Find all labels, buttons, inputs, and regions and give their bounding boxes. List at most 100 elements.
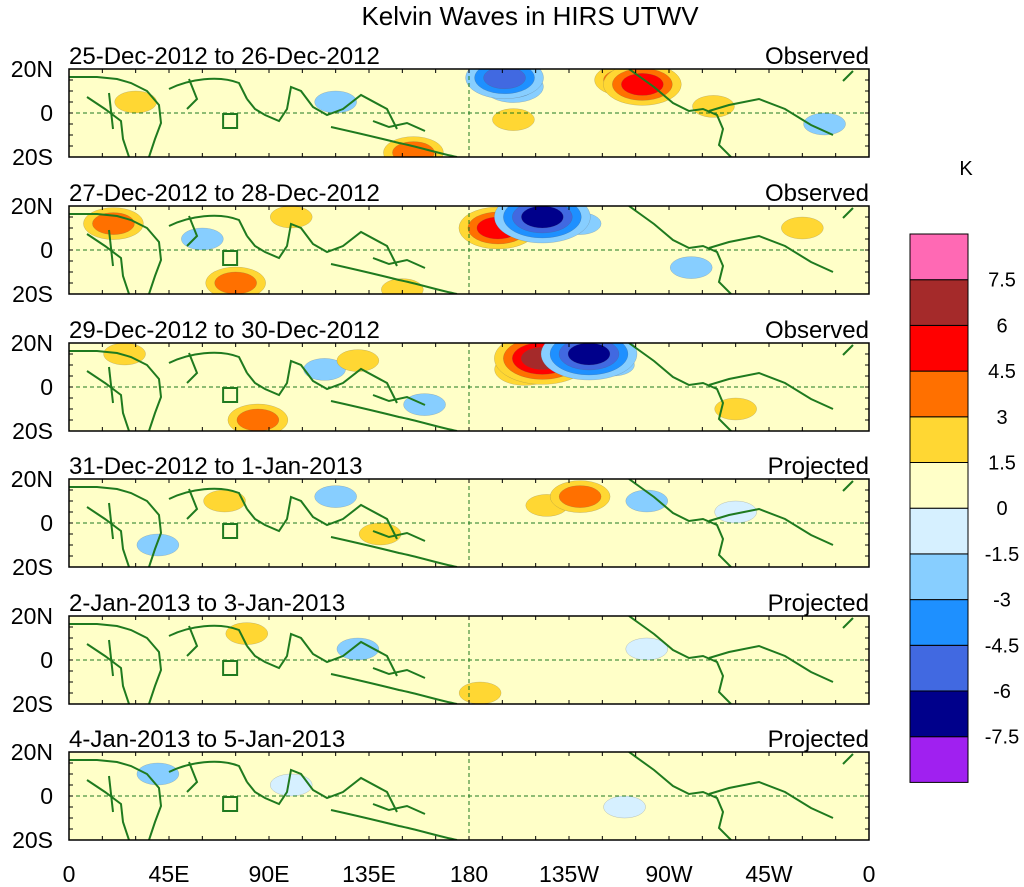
panel-status: Projected	[768, 453, 869, 480]
y-tick-label: 20N	[11, 466, 53, 492]
coastline	[628, 752, 732, 840]
coastline	[330, 673, 458, 704]
coastline	[69, 759, 163, 840]
coastline	[372, 394, 426, 406]
colorbar-label: -1.5	[985, 544, 1019, 566]
panel-6: 20N 0 20S 4-Jan-2013 to 5-Jan-2013 Projected	[11, 726, 870, 853]
y-tick-label: 0	[40, 783, 53, 809]
coastline	[186, 488, 199, 520]
colorbar-label: 0	[996, 498, 1007, 520]
coastline	[628, 69, 732, 157]
y-tick-label: 20S	[12, 144, 53, 170]
coastline	[330, 809, 458, 840]
coastline	[842, 344, 854, 356]
coastline	[330, 536, 458, 567]
coastline	[372, 803, 426, 815]
anomaly-contour	[803, 112, 846, 136]
coastline	[186, 352, 199, 384]
panel-status: Observed	[765, 180, 869, 207]
colorbar-label: -4.5	[985, 635, 1019, 657]
anomaly-contour	[669, 256, 713, 279]
coastline	[86, 96, 130, 157]
panel-status: Observed	[765, 317, 869, 344]
colorbar-swatch	[909, 599, 969, 646]
anomaly-contour	[314, 90, 357, 114]
panel-1: 20N 0 20S 25-Dec-2012 to 26-Dec-2012 Observe…	[11, 43, 870, 170]
reference-box	[222, 796, 239, 812]
reference-box	[222, 250, 239, 266]
colorbar-label: 6	[996, 315, 1007, 337]
coastline	[372, 257, 426, 269]
x-tick-label: 0	[63, 861, 76, 887]
coastline	[69, 486, 163, 567]
coastline	[108, 92, 114, 130]
anomaly-contour	[181, 227, 224, 251]
coastline	[842, 617, 854, 629]
colorbar-swatch	[909, 324, 969, 372]
coastline	[168, 351, 248, 374]
coastline	[628, 479, 732, 567]
colorbar-swatch	[909, 736, 969, 783]
coastline	[246, 359, 398, 404]
coastline	[86, 233, 130, 294]
x-tick-label: 135W	[539, 861, 599, 887]
y-tick-label: 20N	[11, 603, 53, 629]
panel-4: 20N 0 20S 31-Dec-2012 to 1-Jan-2013 Projecte…	[11, 453, 870, 580]
anomaly-contour	[621, 73, 664, 96]
coastline	[246, 495, 398, 540]
coastline	[708, 234, 834, 273]
panels: 20N 0 20S 25-Dec-2012 to 26-Dec-2012 Observe…	[11, 43, 870, 853]
anomaly-contour	[458, 681, 502, 704]
coastline	[628, 206, 732, 294]
anomaly-field	[114, 69, 846, 157]
y-tick-label: 20S	[12, 554, 53, 580]
coastline	[628, 616, 732, 704]
coastline	[842, 480, 854, 492]
y-tick-label: 0	[40, 510, 53, 536]
reference-box	[222, 113, 239, 129]
coastline	[372, 667, 426, 679]
colorbar-swatch	[909, 462, 969, 509]
coastline	[108, 639, 114, 677]
coastline	[108, 502, 114, 540]
coastlines	[69, 343, 854, 431]
panel-status: Observed	[765, 43, 869, 70]
coastline	[69, 623, 163, 704]
panel-2: 20N 0 20S 27-Dec-2012 to 28-Dec-2012 Observe…	[11, 180, 870, 307]
colorbar-label: -3	[993, 590, 1011, 612]
anomaly-contour	[136, 533, 180, 557]
colorbar-label: 1.5	[988, 453, 1016, 475]
anomaly-field	[103, 343, 757, 431]
coastline	[708, 644, 834, 683]
coastline	[628, 343, 732, 431]
coastline	[69, 213, 163, 294]
coastline	[708, 97, 834, 136]
coastline	[842, 207, 854, 219]
coastline	[372, 530, 426, 542]
x-tick-label: 45W	[745, 861, 793, 887]
anomaly-contour	[603, 795, 646, 819]
anomaly-contour	[225, 622, 269, 645]
anomaly-contour	[236, 408, 280, 431]
y-tick-label: 0	[40, 100, 53, 126]
colorbar-label: 7.5	[988, 270, 1016, 292]
x-tick-label: 45E	[149, 861, 190, 887]
anomaly-contour	[392, 141, 435, 157]
coastlines	[69, 206, 854, 294]
anomaly-contour	[714, 500, 757, 524]
colorbar-swatch	[909, 370, 969, 418]
anomaly-contour	[692, 95, 735, 118]
anomaly-contour	[381, 278, 424, 294]
y-tick-label: 20S	[12, 418, 53, 444]
coastline	[186, 215, 199, 247]
colorbar-label: -7.5	[985, 727, 1019, 749]
x-tick-label: 180	[450, 861, 488, 887]
coastline	[86, 643, 130, 704]
y-tick-label: 20S	[12, 827, 53, 853]
panel-date-range: 2-Jan-2013 to 3-Jan-2013	[69, 590, 345, 617]
coastline	[372, 120, 426, 132]
reference-box	[222, 523, 239, 539]
colorbar-label: -6	[993, 681, 1011, 703]
y-tick-label: 20N	[11, 330, 53, 356]
y-tick-label: 20N	[11, 56, 53, 82]
